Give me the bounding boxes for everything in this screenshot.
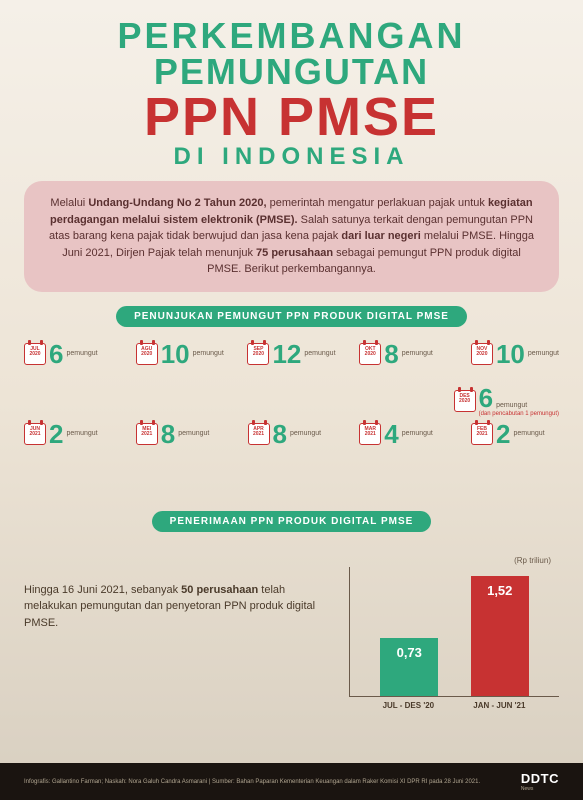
- calendar-icon: APR 2021: [248, 423, 270, 445]
- chart-section: Hingga 16 Juni 2021, sebanyak 50 perusah…: [24, 546, 559, 710]
- timeline-item: MAR 2021 4 pemungut: [359, 421, 447, 447]
- timeline-item: APR 2021 8 pemungut: [248, 421, 336, 447]
- calendar-icon: OKT 2020: [359, 343, 381, 365]
- bar-chart: (Rp triliun) 0,73 1,52 JUL - DES '20 JAN…: [349, 556, 559, 710]
- calendar-icon: NOV 2020: [471, 343, 493, 365]
- calendar-icon: JUN 2021: [24, 423, 46, 445]
- timeline-item: NOV 2020 10 pemungut: [471, 341, 559, 367]
- timeline: JUL 2020 6 pemungut AGU 2020 10 pemungut…: [24, 341, 559, 501]
- title-line-1: PERKEMBANGAN: [24, 18, 559, 54]
- title-line-3: PPN PMSE: [24, 92, 559, 143]
- x-label-2: JAN - JUN '21: [473, 701, 525, 710]
- title-line-4: DI INDONESIA: [24, 145, 559, 169]
- calendar-icon: AGU 2020: [136, 343, 158, 365]
- timeline-item-des: DES 2020 6 pemungut (dan pencabutan 1 pe…: [454, 385, 559, 418]
- timeline-item: SEP 2020 12 pemungut: [247, 341, 335, 367]
- title-line-2: PEMUNGUTAN: [24, 54, 559, 90]
- x-label-1: JUL - DES '20: [383, 701, 435, 710]
- bar-1: 0,73: [380, 638, 438, 696]
- chart-description: Hingga 16 Juni 2021, sebanyak 50 perusah…: [24, 556, 331, 632]
- section-header-2: PENERIMAAN PPN PRODUK DIGITAL PMSE: [152, 511, 432, 532]
- calendar-icon: JUL 2020: [24, 343, 46, 365]
- bar-2: 1,52: [471, 576, 529, 696]
- calendar-icon: DES 2020: [454, 390, 476, 412]
- intro-box: Melalui Undang-Undang No 2 Tahun 2020, p…: [24, 181, 559, 292]
- footer-logo: DDTC News: [521, 771, 559, 792]
- timeline-item: AGU 2020 10 pemungut: [136, 341, 224, 367]
- timeline-item: JUL 2020 6 pemungut: [24, 341, 112, 367]
- footer-credits: Infografis: Gallantino Farman; Naskah: N…: [24, 779, 480, 785]
- title-block: PERKEMBANGAN PEMUNGUTAN PPN PMSE DI INDO…: [24, 18, 559, 169]
- section-header-1: PENUNJUKAN PEMUNGUT PPN PRODUK DIGITAL P…: [116, 306, 467, 327]
- timeline-item: OKT 2020 8 pemungut: [359, 341, 447, 367]
- calendar-icon: FEB 2021: [471, 423, 493, 445]
- footer: Infografis: Gallantino Farman; Naskah: N…: [0, 763, 583, 800]
- timeline-item: JUN 2021 2 pemungut: [24, 421, 112, 447]
- calendar-icon: MAR 2021: [359, 423, 381, 445]
- timeline-item: MEI 2021 8 pemungut: [136, 421, 224, 447]
- calendar-icon: SEP 2020: [247, 343, 269, 365]
- calendar-icon: MEI 2021: [136, 423, 158, 445]
- timeline-item: FEB 2021 2 pemungut: [471, 421, 559, 447]
